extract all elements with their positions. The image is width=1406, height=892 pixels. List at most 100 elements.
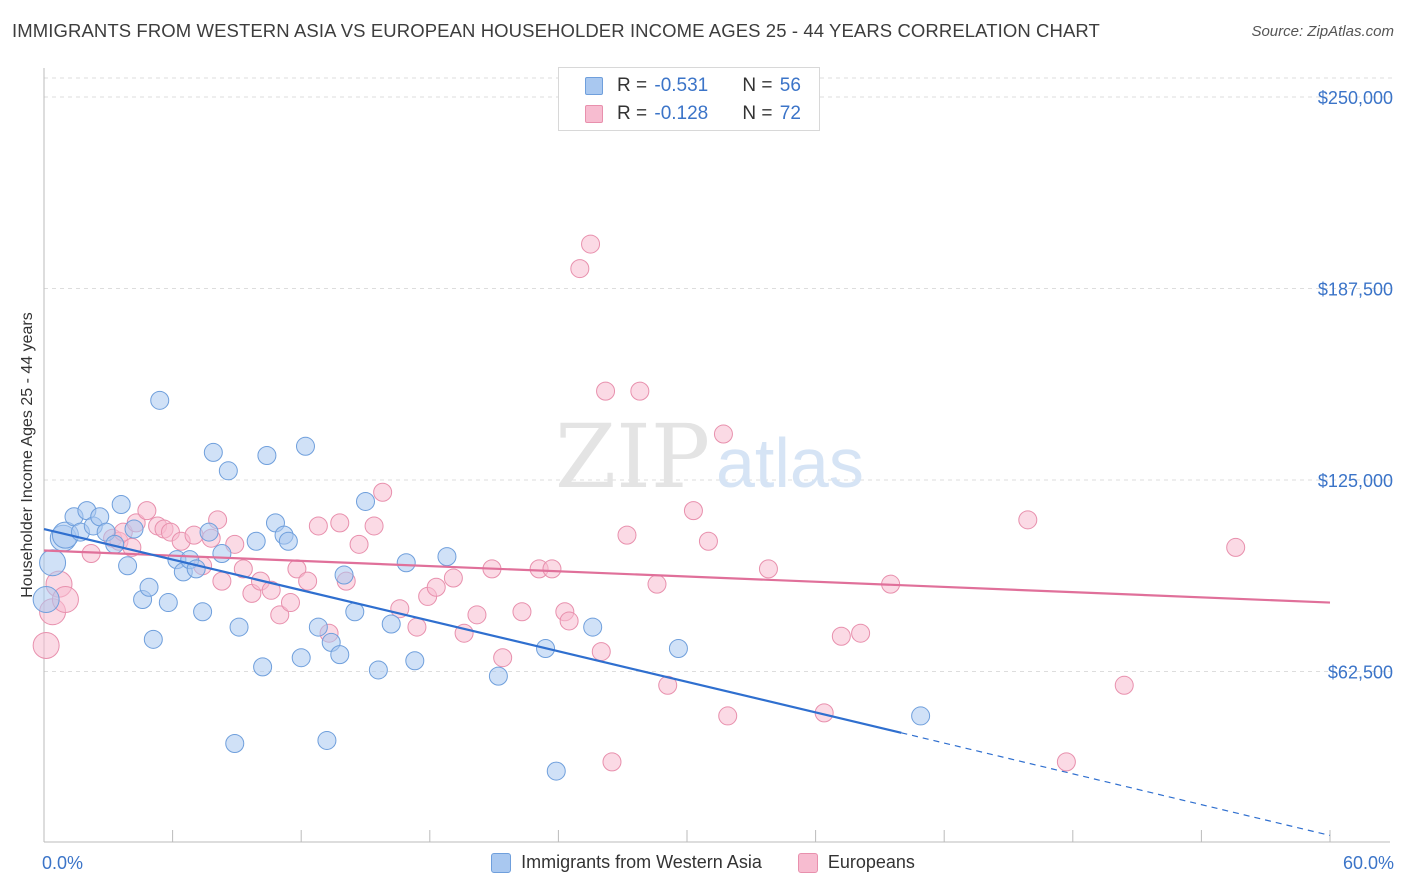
europeans-point	[647, 574, 667, 594]
watermark-atlas: atlas	[716, 424, 864, 502]
europeans-point	[1114, 675, 1134, 695]
europeans-point	[364, 516, 384, 536]
correlation-legend: R = -0.531 N = 56 R = -0.128 N = 72	[558, 67, 820, 131]
western-asia-point	[291, 648, 311, 668]
x-tick-label-min: 0.0%	[42, 853, 84, 873]
western-asia-point	[253, 657, 273, 677]
europeans-point	[426, 577, 446, 597]
europeans-point	[225, 534, 245, 554]
europeans-point	[407, 617, 427, 637]
trend-line-europeans	[43, 549, 1331, 604]
europeans-point	[1056, 752, 1076, 772]
western-asia-point	[381, 614, 401, 634]
legend-swatch-europeans	[797, 852, 818, 873]
western-asia-point	[150, 390, 170, 410]
western-asia-point	[295, 436, 315, 456]
western-asia-point	[668, 639, 688, 659]
western-asia-point	[308, 617, 328, 637]
europeans-point	[373, 482, 393, 502]
western-asia-point	[158, 593, 178, 613]
y-tick-label-2: $187,500	[1318, 280, 1393, 300]
western-asia-point	[193, 602, 213, 622]
western-asia-point	[199, 522, 219, 542]
europeans-point	[137, 501, 157, 521]
western-asia-point	[330, 645, 350, 665]
western-asia-point	[203, 442, 223, 462]
europeans-point	[851, 623, 871, 643]
western-asia-point	[437, 547, 457, 567]
western-asia-point	[118, 556, 138, 576]
watermark: ZIP atlas	[555, 405, 864, 508]
europeans-point	[280, 593, 300, 613]
axes	[43, 68, 1390, 843]
western-asia-point	[334, 565, 354, 585]
x-tick-label-max: 60.0%	[1342, 853, 1394, 873]
europeans-point	[270, 605, 290, 625]
europeans-point	[1226, 537, 1246, 557]
europeans-point	[758, 559, 778, 579]
legend-n-value: 56	[779, 75, 801, 96]
western-asia-point	[229, 617, 249, 637]
source-label: Source: ZipAtlas.com	[1251, 23, 1394, 40]
europeans-point	[581, 234, 601, 254]
western-asia-point	[488, 666, 508, 686]
y-tick-labels: $62,500 $125,000 $187,500 $250,000	[1318, 88, 1393, 683]
legend-r-label: R =	[617, 103, 653, 124]
europeans-point	[591, 642, 611, 662]
europeans-point	[349, 534, 369, 554]
western-asia-point	[124, 519, 144, 539]
western-asia-point	[278, 531, 298, 551]
western-asia-point	[405, 651, 425, 671]
europeans-point	[233, 559, 253, 579]
series-europeans-points	[32, 234, 1246, 772]
europeans-point	[596, 381, 616, 401]
europeans-point	[261, 580, 281, 600]
western-asia-point	[246, 531, 266, 551]
western-asia-point	[39, 549, 67, 577]
europeans-point	[831, 626, 851, 646]
y-axis-label: Householder Income Ages 25 - 44 years	[19, 312, 36, 598]
western-asia-point	[143, 629, 163, 649]
europeans-point	[443, 568, 463, 588]
europeans-point	[698, 531, 718, 551]
europeans-point	[602, 752, 622, 772]
watermark-zip: ZIP	[555, 405, 710, 508]
europeans-point	[570, 259, 590, 279]
western-asia-point	[225, 734, 245, 754]
trend-line-western-asia-extension	[901, 732, 1331, 837]
europeans-point	[493, 648, 513, 668]
europeans-point	[559, 611, 579, 631]
western-asia-point	[911, 706, 931, 726]
europeans-point	[718, 706, 738, 726]
legend-row-europeans: R = -0.128 N = 72	[585, 102, 801, 126]
western-asia-point	[356, 491, 375, 511]
legend-swatch-pink	[585, 105, 603, 123]
legend-n-label: N =	[742, 75, 778, 96]
western-asia-point	[546, 761, 566, 781]
legend-swatch-blue	[585, 77, 603, 95]
western-asia-point	[396, 553, 416, 573]
legend-n-label: N =	[742, 103, 778, 124]
legend-r-value: -0.531	[654, 75, 709, 96]
europeans-point	[330, 513, 350, 533]
europeans-point	[1018, 510, 1038, 530]
legend-r-value: -0.128	[654, 103, 709, 124]
series-legend: Immigrants from Western Asia Europeans	[0, 852, 1406, 873]
western-asia-point	[583, 617, 603, 637]
legend-row-western-asia: R = -0.531 N = 56	[585, 74, 801, 98]
europeans-point	[32, 631, 60, 659]
western-asia-point	[32, 585, 60, 613]
grid-lines	[44, 77, 1395, 672]
y-tick-label-0: $62,500	[1328, 663, 1393, 683]
europeans-point	[512, 602, 532, 622]
western-asia-point	[111, 495, 131, 515]
western-asia-point	[368, 660, 388, 680]
legend-item-western-asia: Immigrants from Western Asia	[491, 852, 762, 873]
europeans-point	[713, 424, 733, 444]
legend-label-western-asia: Immigrants from Western Asia	[521, 852, 762, 872]
western-asia-point	[186, 559, 206, 579]
trend-lines	[43, 527, 1331, 837]
western-asia-point	[257, 445, 277, 465]
y-tick-label-1: $125,000	[1318, 471, 1393, 491]
